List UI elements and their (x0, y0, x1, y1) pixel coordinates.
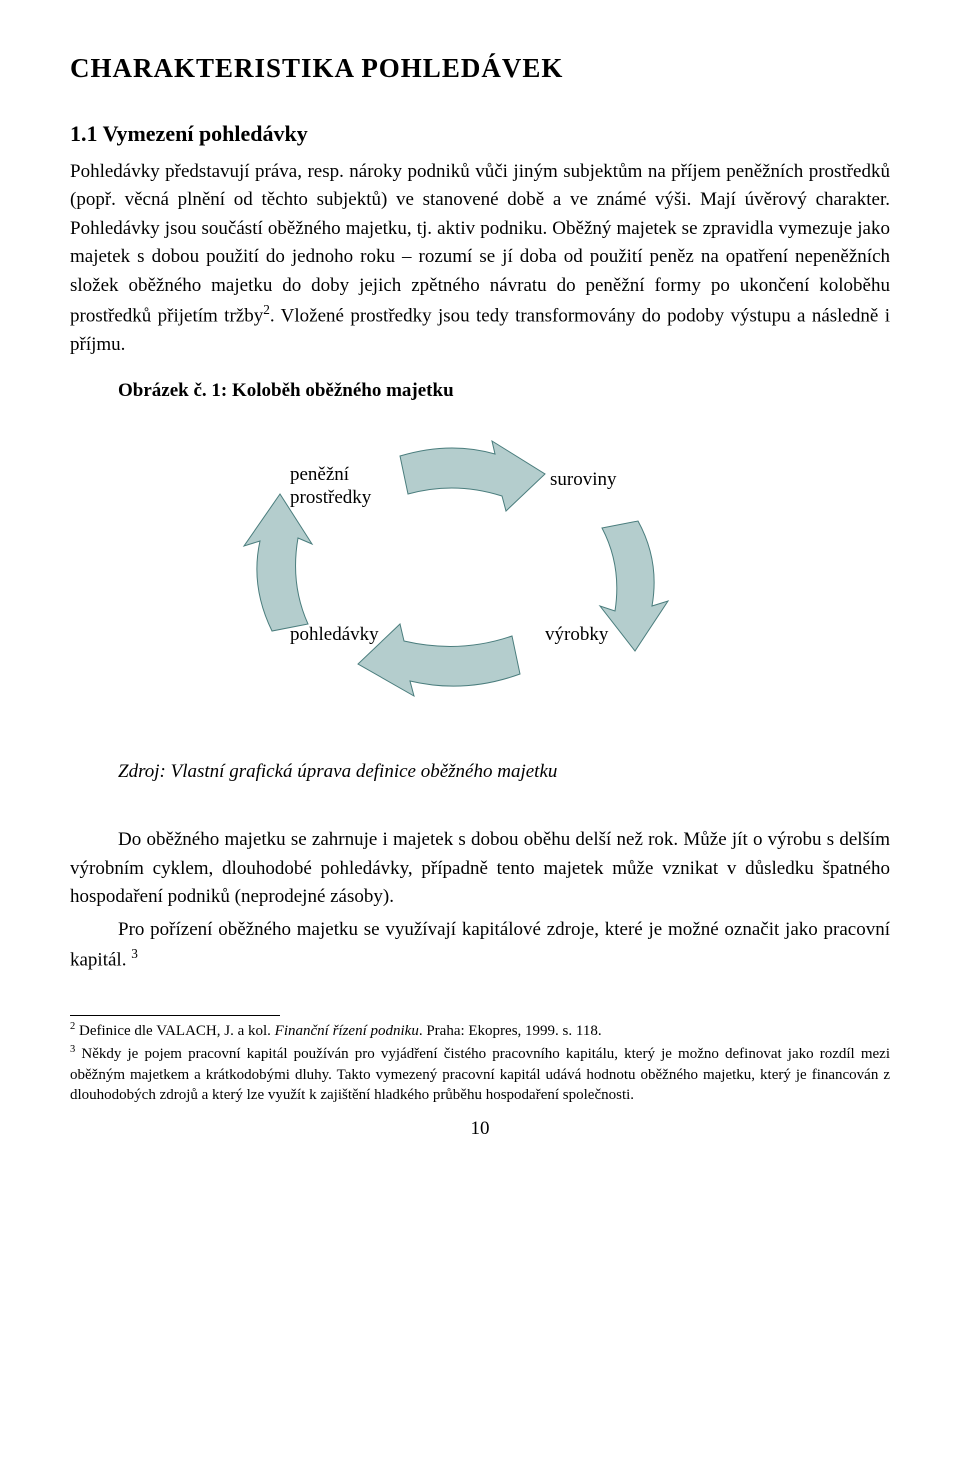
diagram-label-tl2: prostředky (290, 484, 371, 513)
figure-source: Zdroj: Vlastní grafická úprava definice … (118, 758, 890, 787)
diagram-label-br: výrobky (545, 621, 608, 650)
footnote2-pre: Definice dle VALACH, J. a kol. (79, 1023, 275, 1039)
footnote2-title: Finanční řízení podniku (275, 1023, 419, 1039)
page-number: 10 (70, 1115, 890, 1144)
para3-text: Pro pořízení oběžného majetku se využíva… (70, 919, 890, 971)
paragraph-1: Pohledávky představují práva, resp. náro… (70, 158, 890, 360)
diagram-label-bl: pohledávky (290, 621, 379, 650)
footnote-3: 3 Někdy je pojem pracovní kapitál použív… (70, 1043, 890, 1105)
footnote-num-2: 2 (70, 1021, 75, 1032)
footnote-2: 2 Definice dle VALACH, J. a kol. Finančn… (70, 1020, 890, 1041)
footnote-num-3: 3 (70, 1044, 75, 1055)
arrow-left (244, 494, 312, 631)
page-title: CHARAKTERISTIKA POHLEDÁVEK (70, 48, 890, 89)
arrow-top (400, 441, 545, 511)
arrow-bottom (358, 624, 520, 696)
section-heading: 1.1 Vymezení pohledávky (70, 117, 890, 150)
para1-text: Pohledávky představují práva, resp. náro… (70, 161, 890, 327)
footnote-marker-3: 3 (131, 946, 138, 961)
footnote-marker-2: 2 (263, 302, 270, 317)
figure-caption: Obrázek č. 1: Koloběh oběžného majetku (118, 377, 890, 406)
cycle-diagram: peněžní prostředky suroviny pohledávky v… (190, 426, 710, 736)
diagram-label-tr: suroviny (550, 466, 617, 495)
footnote3-text: Někdy je pojem pracovní kapitál používán… (70, 1046, 890, 1103)
paragraph-3: Pro pořízení oběžného majetku se využíva… (70, 916, 890, 975)
footnote-separator (70, 1015, 280, 1016)
footnote2-post: . Praha: Ekopres, 1999. s. 118. (419, 1023, 602, 1039)
paragraph-2: Do oběžného majetku se zahrnuje i majete… (70, 826, 890, 912)
arrow-right (600, 521, 668, 651)
